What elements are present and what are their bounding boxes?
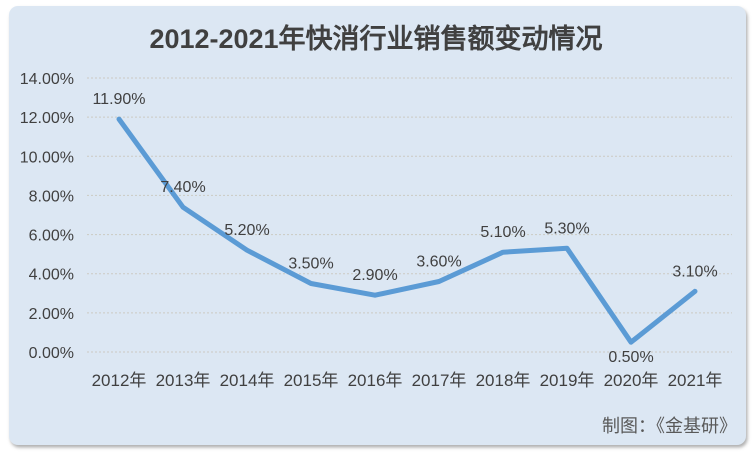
data-point-label: 7.40%: [160, 179, 205, 196]
chart-footer-credit: 制图：《金基研》: [602, 416, 737, 436]
y-axis-tick-label: 4.00%: [29, 267, 74, 284]
data-point-label: 5.10%: [480, 224, 525, 241]
x-axis-category-label: 2014年: [220, 371, 275, 390]
data-point-label: 2.90%: [352, 267, 397, 284]
x-axis-category-label: 2019年: [540, 371, 595, 390]
data-point-label: 11.90%: [92, 91, 145, 108]
x-axis-category-label: 2015年: [284, 371, 339, 390]
y-axis-tick-label: 10.00%: [20, 149, 74, 166]
x-axis-category-label: 2018年: [476, 371, 531, 390]
y-axis-tick-label: 6.00%: [29, 228, 74, 245]
x-axis-category-label: 2020年: [604, 371, 659, 390]
data-point-label: 5.20%: [224, 222, 269, 239]
data-point-label: 3.60%: [416, 254, 461, 271]
x-axis-category-label: 2016年: [348, 371, 403, 390]
data-point-label: 5.30%: [544, 220, 589, 237]
chart-card: [9, 6, 746, 445]
x-axis-category-label: 2012年: [92, 371, 147, 390]
y-axis-tick-label: 0.00%: [29, 345, 74, 362]
x-axis-category-label: 2021年: [668, 371, 723, 390]
y-axis-tick-label: 12.00%: [20, 110, 74, 127]
data-point-label: 3.10%: [672, 263, 717, 280]
data-point-label: 0.50%: [608, 349, 653, 366]
y-axis-tick-label: 2.00%: [29, 306, 74, 323]
x-axis-category-label: 2017年: [412, 371, 467, 390]
x-axis-category-label: 2013年: [156, 371, 211, 390]
data-point-label: 3.50%: [288, 256, 333, 273]
y-axis-tick-label: 8.00%: [29, 188, 74, 205]
chart-title: 2012-2021年快消行业销售额变动情况: [149, 24, 603, 54]
sales-change-line-series: [116, 116, 698, 345]
y-axis-tick-label: 14.00%: [20, 71, 74, 88]
